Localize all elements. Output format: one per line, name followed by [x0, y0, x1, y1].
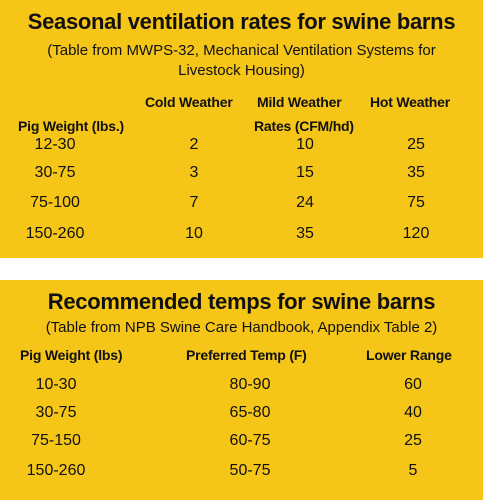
- table-cell: 30-75: [35, 404, 77, 421]
- temperature-table-title: Recommended temps for swine barns: [47, 289, 436, 314]
- table-cell: 5: [408, 462, 418, 479]
- table-cell: 60-75: [229, 432, 271, 449]
- table-cell: 150-260: [26, 462, 86, 479]
- table-cell: 25: [404, 432, 422, 449]
- table-cell: 24: [296, 194, 314, 211]
- table-cell: 120: [402, 225, 430, 242]
- table-cell: 35: [407, 164, 425, 181]
- table-cell: 10: [185, 225, 203, 242]
- ventilation-table-panel: Seasonal ventilation rates for swine bar…: [0, 0, 483, 258]
- header-hot-weather: Hot Weather: [370, 94, 450, 110]
- header-preferred-temp: Preferred Temp (F): [186, 347, 307, 363]
- ventilation-table-source-line2: Livestock Housing): [178, 62, 305, 79]
- table-cell: 25: [407, 136, 425, 153]
- ventilation-table-source-line1: (Table from MWPS-32, Mechanical Ventilat…: [47, 42, 436, 59]
- table-cell: 75: [407, 194, 425, 211]
- table-cell: 30-75: [34, 164, 76, 181]
- table-cell: 40: [404, 404, 422, 421]
- table-cell: 50-75: [229, 462, 271, 479]
- table-cell: 15: [296, 164, 314, 181]
- table-cell: 150-260: [25, 225, 85, 242]
- table-cell: 80-90: [229, 376, 271, 393]
- header-cold-weather: Cold Weather: [145, 94, 233, 110]
- header-lower-range: Lower Range: [366, 347, 452, 363]
- header-mild-weather: Mild Weather: [257, 94, 342, 110]
- table-cell: 35: [296, 225, 314, 242]
- header-pig-weight: Pig Weight (lbs.): [18, 118, 125, 134]
- table-cell: 10: [296, 136, 314, 153]
- table-cell: 12-30: [34, 136, 76, 153]
- ventilation-table-title: Seasonal ventilation rates for swine bar…: [27, 9, 456, 34]
- table-cell: 10-30: [35, 376, 77, 393]
- temperature-table-source: (Table from NPB Swine Care Handbook, App…: [45, 319, 438, 336]
- table-cell: 60: [404, 376, 422, 393]
- table-cell: 2: [189, 136, 199, 153]
- temperature-table-panel: Recommended temps for swine barns (Table…: [0, 280, 483, 500]
- header-rates-unit: Rates (CFM/hd): [254, 118, 354, 134]
- table-cell: 75-100: [30, 194, 80, 211]
- table-cell: 3: [189, 164, 199, 181]
- table-cell: 65-80: [229, 404, 271, 421]
- header-pig-weight: Pig Weight (lbs): [20, 347, 123, 363]
- table-cell: 7: [189, 194, 199, 211]
- table-cell: 75-150: [31, 432, 81, 449]
